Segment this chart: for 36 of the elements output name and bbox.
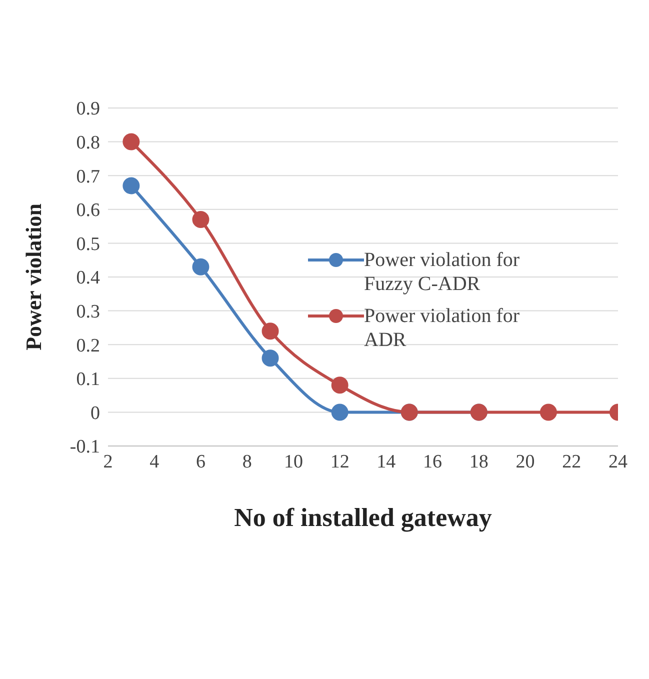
y-tick-label: 0.5: [76, 234, 100, 255]
y-tick-label: 0.9: [76, 98, 100, 120]
x-tick-label: 8: [242, 451, 252, 472]
point: [262, 322, 279, 340]
point: [192, 211, 210, 228]
x-tick-label: 10: [284, 451, 303, 472]
legend-label: Power violation for Fuzzy C-ADR: [364, 248, 521, 296]
y-tick-label: 0.4: [76, 268, 100, 289]
point: [262, 350, 279, 367]
point: [122, 177, 140, 194]
y-tick-label: 0.2: [76, 335, 100, 356]
x-tick-label: 12: [330, 451, 350, 472]
y-tick-label: 0.1: [76, 369, 100, 390]
x-tick-label: 18: [469, 451, 488, 472]
y-tick-label: 0.8: [76, 132, 100, 154]
point: [331, 376, 348, 394]
point: [192, 258, 210, 276]
point: [331, 404, 348, 421]
y-tick-label: 0.3: [76, 302, 100, 323]
point: [122, 133, 140, 150]
x-tick-label: 14: [376, 451, 396, 472]
x-tick-label: 22: [562, 451, 582, 472]
legend-label: Power violation for ADR: [364, 304, 521, 352]
x-tick-label: 24: [608, 451, 628, 472]
y-axis-title: Power violation: [20, 204, 46, 350]
x-axis-title: No of installed gateway: [234, 503, 492, 532]
y-tick-label: -0.1: [70, 436, 100, 458]
x-tick-label: 4: [150, 451, 160, 472]
point: [540, 404, 557, 421]
x-tick-label: 20: [516, 451, 535, 472]
x-tick-label: 16: [423, 451, 442, 472]
y-tick-label: 0.6: [76, 200, 100, 222]
x-tick-label: 2: [103, 451, 113, 472]
x-tick-label: 6: [196, 451, 206, 472]
y-tick-label: 0.7: [76, 166, 100, 188]
y-tick-label: 0: [90, 402, 100, 424]
